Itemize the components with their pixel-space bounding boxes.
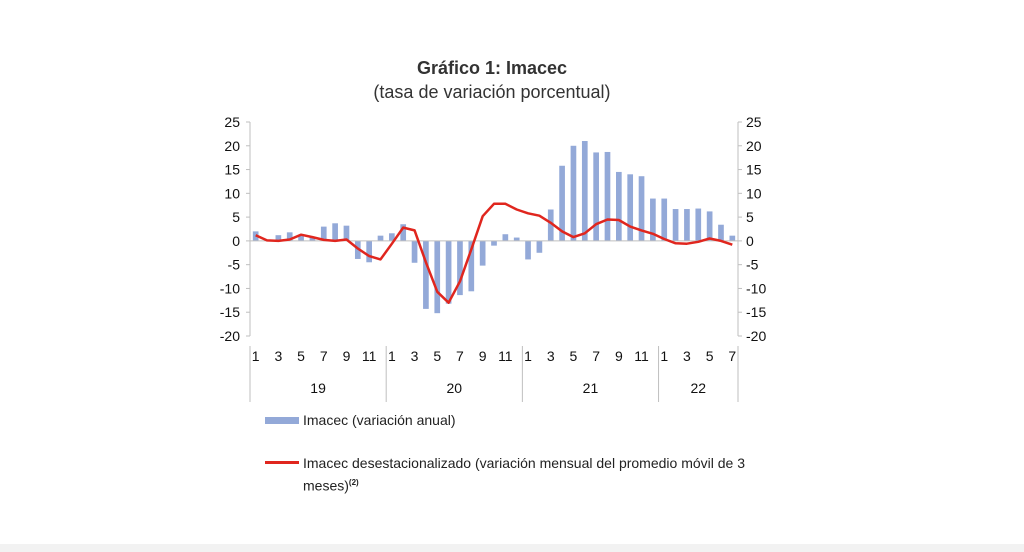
bar	[411, 240, 418, 263]
bar	[616, 171, 622, 241]
y-tick-label-right: 5	[746, 209, 754, 225]
bar	[389, 233, 395, 241]
y-tick-label-right: 15	[746, 162, 762, 178]
legend-label-line: Imacec desestacionalizado (variación men…	[303, 455, 746, 494]
bar	[684, 209, 690, 241]
x-tick-label: 5	[706, 348, 714, 364]
x-year-label: 19	[310, 380, 326, 396]
x-year-label: 21	[583, 380, 599, 396]
x-tick-label: 9	[479, 348, 487, 364]
x-tick-label: 9	[343, 348, 351, 364]
bar	[434, 240, 441, 314]
y-tick-label-right: 25	[746, 114, 762, 130]
bar	[309, 237, 316, 241]
y-tick-label-left: -20	[220, 328, 240, 344]
x-year-label: 22	[690, 380, 706, 396]
bar	[536, 240, 543, 253]
y-tick-label-left: 15	[224, 162, 240, 178]
bar	[672, 209, 679, 241]
x-tick-label: 1	[388, 348, 396, 364]
x-tick-label: 3	[547, 348, 555, 364]
bar	[547, 209, 554, 241]
y-tick-label-left: 10	[224, 185, 240, 201]
bar	[502, 234, 509, 241]
y-tick-label-right: 20	[746, 138, 762, 154]
bar	[332, 223, 338, 241]
y-tick-label-left: 20	[224, 138, 240, 154]
x-tick-label: 5	[297, 348, 305, 364]
bar	[593, 152, 599, 241]
x-tick-label: 7	[320, 348, 328, 364]
bar	[650, 198, 656, 241]
bar	[661, 198, 668, 241]
y-tick-label-right: 10	[746, 185, 762, 201]
bar	[275, 235, 282, 241]
chart-title: Gráfico 1: Imacec	[416, 58, 568, 78]
y-tick-label-right: 0	[746, 233, 754, 249]
y-tick-label-right: -10	[746, 280, 766, 296]
bar	[627, 174, 634, 241]
bar	[377, 235, 384, 241]
y-tick-label-left: -5	[228, 257, 241, 273]
x-tick-label: 7	[456, 348, 464, 364]
bar	[343, 225, 350, 241]
bar	[298, 235, 304, 241]
y-tick-label-left: 5	[232, 209, 240, 225]
y-tick-label-left: -15	[220, 304, 240, 320]
x-tick-label: 1	[252, 348, 260, 364]
bar	[525, 240, 531, 260]
x-tick-label: 9	[615, 348, 623, 364]
x-tick-label: 7	[728, 348, 736, 364]
y-tick-label-right: -20	[746, 328, 766, 344]
bar	[491, 240, 497, 246]
bar	[729, 235, 736, 241]
bar	[320, 226, 327, 241]
bar	[457, 240, 463, 296]
x-tick-label: 1	[524, 348, 532, 364]
x-tick-label: 5	[433, 348, 441, 364]
y-tick-label-left: -10	[220, 280, 240, 296]
bar	[423, 240, 429, 309]
bar	[513, 237, 520, 241]
bar	[286, 232, 293, 241]
legend-label-bars: Imacec (variación anual)	[303, 412, 456, 428]
y-tick-label-left: 0	[232, 233, 240, 249]
x-tick-label: 3	[683, 348, 691, 364]
x-tick-label: 1	[660, 348, 668, 364]
x-tick-label: 11	[498, 348, 513, 364]
bar	[479, 240, 486, 266]
y-tick-label-right: -15	[746, 304, 766, 320]
bar	[695, 208, 702, 241]
bar	[468, 240, 475, 292]
y-tick-label-right: -5	[746, 257, 759, 273]
bar	[581, 141, 588, 241]
x-year-label: 20	[446, 380, 462, 396]
line-series	[255, 202, 733, 304]
bar	[638, 176, 645, 241]
bar	[570, 145, 577, 241]
legend-swatch-bars	[265, 417, 299, 424]
x-tick-label: 3	[274, 348, 282, 364]
bar	[366, 240, 372, 263]
bar	[706, 211, 713, 241]
bar	[445, 240, 452, 304]
y-tick-label-left: 25	[224, 114, 240, 130]
x-tick-label: 5	[570, 348, 578, 364]
bar	[604, 151, 611, 241]
bar	[718, 224, 724, 241]
bar	[400, 224, 407, 241]
x-tick-label: 11	[634, 348, 649, 364]
x-tick-label: 3	[411, 348, 419, 364]
x-tick-label: 11	[362, 348, 377, 364]
bar	[559, 165, 565, 241]
x-tick-label: 7	[592, 348, 600, 364]
chart-subtitle: (tasa de variación porcentual)	[373, 82, 611, 102]
page-footer-band	[0, 544, 1024, 552]
legend-swatch-line	[265, 461, 299, 464]
